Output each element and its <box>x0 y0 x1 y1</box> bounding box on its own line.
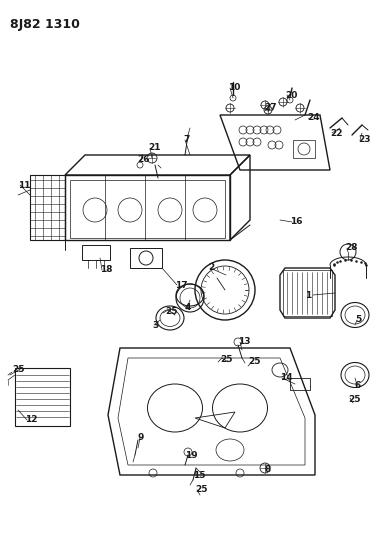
Text: 15: 15 <box>193 471 205 480</box>
Text: 25: 25 <box>220 356 233 365</box>
Text: 24: 24 <box>307 114 320 123</box>
Text: 13: 13 <box>238 337 251 346</box>
Text: 8: 8 <box>265 465 271 474</box>
Text: 3: 3 <box>152 320 158 329</box>
Text: 11: 11 <box>18 181 30 190</box>
Text: 17: 17 <box>175 280 187 289</box>
Text: 25: 25 <box>195 486 207 495</box>
Text: 26: 26 <box>137 156 149 165</box>
Text: 20: 20 <box>285 91 297 100</box>
Text: 6: 6 <box>355 381 361 390</box>
Text: 14: 14 <box>280 374 293 383</box>
Text: 12: 12 <box>25 416 37 424</box>
Text: 23: 23 <box>358 135 370 144</box>
Bar <box>15 368 70 426</box>
Text: 1: 1 <box>305 290 311 300</box>
Text: 28: 28 <box>345 244 357 253</box>
Text: 25: 25 <box>12 366 25 375</box>
Text: 4: 4 <box>185 303 191 312</box>
Text: 27: 27 <box>264 102 277 111</box>
Text: 19: 19 <box>185 450 198 459</box>
Text: 10: 10 <box>228 84 240 93</box>
Text: 16: 16 <box>290 217 303 227</box>
Text: 25: 25 <box>348 395 361 405</box>
Text: 25: 25 <box>248 358 261 367</box>
Text: 21: 21 <box>148 143 161 152</box>
Text: 18: 18 <box>100 265 112 274</box>
Text: 25: 25 <box>165 308 177 317</box>
Text: 8J82 1310: 8J82 1310 <box>10 18 80 31</box>
Text: 22: 22 <box>330 128 342 138</box>
Text: 7: 7 <box>183 135 189 144</box>
Text: 2: 2 <box>208 263 214 272</box>
Text: 9: 9 <box>138 433 144 442</box>
Text: 5: 5 <box>355 316 361 325</box>
